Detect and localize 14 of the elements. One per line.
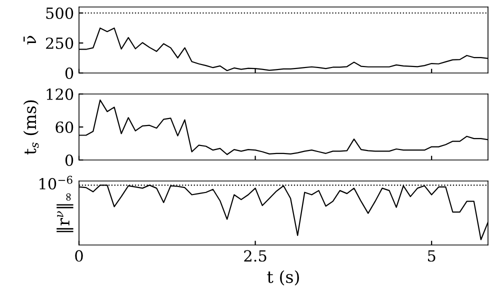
y-axis-title: ‖r$^{ν}$‖$_{∞}$ bbox=[56, 193, 74, 232]
x-axis-title: t (s) bbox=[267, 270, 299, 286]
y-tick-label: 120 bbox=[46, 88, 74, 100]
y-axis-title: t$_{s}$ (ms) bbox=[23, 100, 39, 155]
y-tick-label: 0 bbox=[65, 67, 74, 80]
y-tick-label: 500 bbox=[46, 7, 74, 20]
y-tick-label: 250 bbox=[46, 37, 74, 50]
x-tick-label: 2.5 bbox=[244, 250, 266, 262]
y-tick-label: 0 bbox=[65, 154, 74, 166]
x-tick-label: 0 bbox=[75, 250, 83, 262]
y-axis-title: ν̄ bbox=[24, 36, 36, 44]
text: 10$^{−6}$ bbox=[40, 176, 72, 190]
y-tick-label: 60 bbox=[56, 121, 74, 134]
x-tick-label: 5 bbox=[428, 250, 436, 262]
